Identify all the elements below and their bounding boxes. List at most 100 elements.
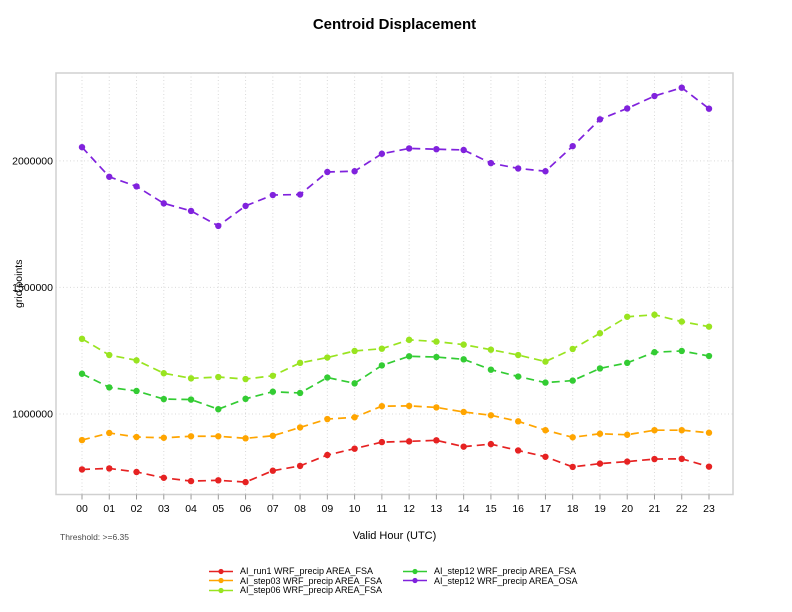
data-point <box>269 372 277 379</box>
data-point <box>487 440 495 448</box>
data-point <box>624 359 631 367</box>
data-point <box>378 362 386 369</box>
x-tick-label: 10 <box>349 503 361 515</box>
series-line <box>81 405 710 441</box>
x-tick-label: 12 <box>403 503 415 515</box>
data-point <box>78 436 86 444</box>
data-point <box>351 168 358 175</box>
data-point <box>269 388 277 395</box>
data-point <box>624 105 631 112</box>
data-point <box>187 477 195 485</box>
data-point <box>705 463 713 470</box>
data-point <box>405 402 413 410</box>
data-point <box>269 467 277 474</box>
y-tick-label: 2000000 <box>12 155 53 167</box>
data-point <box>596 430 604 437</box>
data-point <box>215 405 222 413</box>
data-point <box>651 426 658 434</box>
x-tick-label: 11 <box>376 503 387 515</box>
series-line <box>81 313 710 380</box>
data-point <box>569 377 576 384</box>
data-point <box>324 374 331 381</box>
x-axis-label: Valid Hour (UTC) <box>352 530 437 542</box>
data-point <box>269 432 277 439</box>
data-point <box>160 395 167 403</box>
data-point <box>187 396 195 403</box>
data-point <box>651 311 658 318</box>
data-point <box>405 145 413 152</box>
y-tick-label: 1000000 <box>12 408 53 420</box>
data-point <box>324 415 331 423</box>
data-point <box>705 352 713 360</box>
data-point <box>433 338 440 345</box>
data-point <box>705 323 713 330</box>
x-tick-label: 04 <box>185 503 197 515</box>
x-tick-label: 13 <box>431 503 443 515</box>
data-point <box>133 433 140 441</box>
x-tick-label: 03 <box>158 503 170 515</box>
x-tick-label: 17 <box>540 503 552 515</box>
data-point <box>596 116 604 123</box>
data-point <box>433 404 440 411</box>
threshold-note: Threshold: >=6.35 <box>60 532 129 542</box>
data-point <box>678 455 685 463</box>
y-axis-label: grid points <box>13 260 25 308</box>
data-point <box>651 349 658 356</box>
data-point <box>133 387 140 395</box>
series-line <box>81 350 710 411</box>
x-tick-label: 05 <box>212 503 224 515</box>
data-point <box>514 447 522 454</box>
data-point <box>569 434 576 441</box>
data-point <box>651 92 658 100</box>
data-point <box>487 159 495 167</box>
data-point <box>678 347 685 355</box>
data-point <box>433 145 440 153</box>
data-point <box>678 84 685 91</box>
data-point <box>351 414 358 421</box>
x-tick-label: 15 <box>485 503 497 515</box>
data-point <box>106 351 113 359</box>
data-point <box>460 341 467 348</box>
data-point <box>160 370 167 377</box>
data-point <box>378 150 386 157</box>
data-point <box>542 453 549 460</box>
data-point <box>106 384 113 391</box>
data-point <box>433 353 440 361</box>
data-point <box>106 173 113 180</box>
data-point <box>378 438 386 446</box>
x-tick-label: 19 <box>594 503 606 515</box>
x-tick-label: 14 <box>458 503 470 515</box>
x-tick-label: 06 <box>240 503 252 515</box>
data-point <box>542 358 549 365</box>
data-point <box>514 165 522 172</box>
data-point <box>487 346 495 353</box>
data-point <box>324 354 331 361</box>
data-point <box>405 336 413 344</box>
data-point <box>269 191 277 199</box>
data-point <box>596 330 604 337</box>
data-point <box>78 466 86 473</box>
data-point <box>514 373 522 380</box>
data-point <box>296 424 304 431</box>
data-point <box>487 366 495 373</box>
data-point <box>242 395 249 403</box>
data-point <box>133 468 140 476</box>
x-tick-label: 18 <box>567 503 579 515</box>
data-point <box>542 379 549 386</box>
data-point <box>106 429 113 437</box>
data-point <box>542 426 549 434</box>
data-point <box>651 455 658 463</box>
data-point <box>596 365 604 372</box>
data-point <box>596 460 604 467</box>
series-line <box>81 439 710 483</box>
x-tick-label: 09 <box>322 503 334 515</box>
data-point <box>106 465 113 472</box>
data-point <box>296 462 304 470</box>
data-point <box>624 313 631 320</box>
x-tick-label: 16 <box>512 503 524 515</box>
data-point <box>678 426 685 434</box>
data-point <box>624 431 631 438</box>
data-point <box>569 463 576 471</box>
